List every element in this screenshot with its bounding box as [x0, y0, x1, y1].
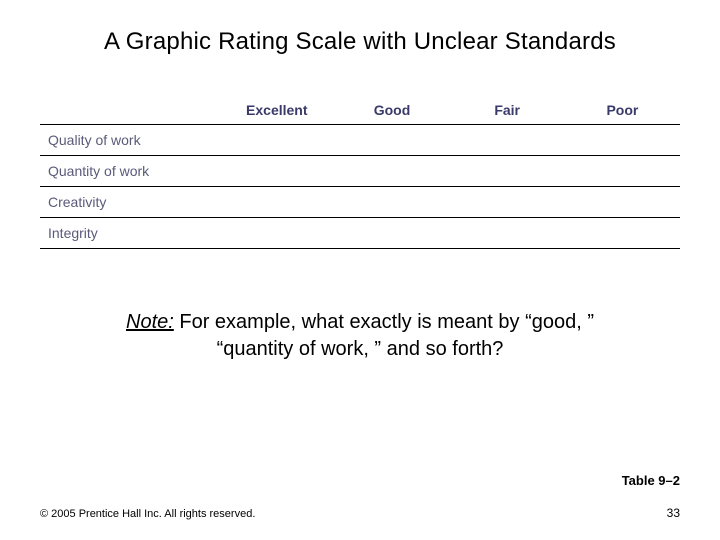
row-label: Integrity: [40, 218, 219, 249]
note-body: For example, what exactly is meant by “g…: [174, 311, 594, 360]
row-label: Quantity of work: [40, 156, 219, 187]
row-label: Quality of work: [40, 125, 219, 156]
table-header-row: Excellent Good Fair Poor: [40, 96, 680, 125]
table-row: Integrity: [40, 218, 680, 249]
cell: [219, 218, 334, 249]
cell: [450, 187, 565, 218]
row-label: Creativity: [40, 187, 219, 218]
cell: [219, 156, 334, 187]
rating-scale-table: Excellent Good Fair Poor Quality of work…: [40, 96, 680, 249]
cell: [219, 125, 334, 156]
slide-container: A Graphic Rating Scale with Unclear Stan…: [0, 0, 720, 540]
cell: [565, 187, 680, 218]
copyright-text: © 2005 Prentice Hall Inc. All rights res…: [40, 508, 255, 520]
cell: [334, 156, 449, 187]
cell: [450, 125, 565, 156]
page-number: 33: [667, 506, 680, 520]
cell: [334, 187, 449, 218]
cell: [565, 125, 680, 156]
cell: [219, 187, 334, 218]
table-header-poor: Poor: [565, 96, 680, 125]
note-lead: Note:: [126, 311, 174, 333]
table-header-excellent: Excellent: [219, 96, 334, 125]
table-header-blank: [40, 96, 219, 125]
table-label: Table 9–2: [622, 473, 680, 488]
table-header-fair: Fair: [450, 96, 565, 125]
table-row: Quantity of work: [40, 156, 680, 187]
cell: [450, 156, 565, 187]
table-header-good: Good: [334, 96, 449, 125]
table-row: Quality of work: [40, 125, 680, 156]
cell: [334, 125, 449, 156]
table-row: Creativity: [40, 187, 680, 218]
cell: [565, 156, 680, 187]
note-text: Note: For example, what exactly is meant…: [40, 309, 680, 363]
cell: [334, 218, 449, 249]
slide-title: A Graphic Rating Scale with Unclear Stan…: [40, 28, 680, 56]
cell: [565, 218, 680, 249]
cell: [450, 218, 565, 249]
